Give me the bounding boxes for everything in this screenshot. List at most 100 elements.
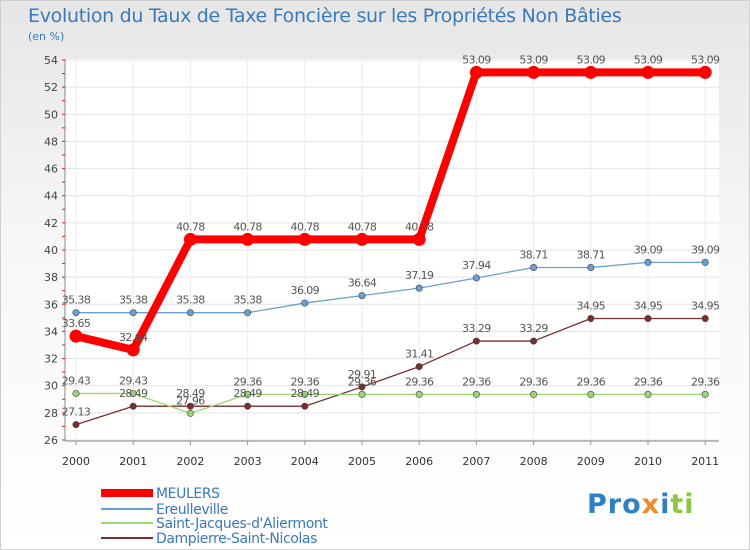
data-label-3: 33.29 xyxy=(462,322,491,335)
data-point-0 xyxy=(412,232,426,246)
data-label-2: 29.43 xyxy=(62,374,91,387)
data-label-0: 33.65 xyxy=(62,317,91,330)
data-point-3 xyxy=(530,337,538,345)
data-label-1: 36.09 xyxy=(291,284,320,297)
data-label-1: 39.09 xyxy=(691,243,720,256)
x-tick-label: 2003 xyxy=(234,455,262,468)
data-point-2 xyxy=(530,390,538,398)
logo-part-2: x xyxy=(641,489,661,520)
y-tick-label: 34 xyxy=(44,325,58,338)
y-tick-label: 26 xyxy=(44,434,58,447)
data-point-1 xyxy=(244,309,252,317)
data-point-2 xyxy=(129,389,137,397)
x-tick-label: 2002 xyxy=(176,455,204,468)
data-point-1 xyxy=(415,284,423,292)
y-tick-label: 32 xyxy=(44,353,58,366)
legend-label: MEULERS xyxy=(156,486,220,502)
data-point-1 xyxy=(186,309,194,317)
data-label-0: 40.78 xyxy=(348,220,377,233)
data-point-3 xyxy=(701,315,709,323)
data-point-3 xyxy=(415,363,423,371)
data-label-2: 29.36 xyxy=(462,375,491,388)
unit-label: (en %) xyxy=(28,30,65,43)
y-tick-label: 54 xyxy=(44,54,58,67)
series-line-1 xyxy=(75,261,706,314)
x-tick-label: 2009 xyxy=(577,455,605,468)
x-tick-label: 2007 xyxy=(462,455,490,468)
logo-part-3: i xyxy=(660,489,671,520)
data-label-2: 29.43 xyxy=(119,374,148,387)
data-label-1: 35.38 xyxy=(119,294,148,307)
data-label-0: 53.09 xyxy=(577,53,606,66)
data-point-3 xyxy=(244,402,252,410)
data-point-1 xyxy=(129,309,137,317)
data-point-3 xyxy=(301,402,309,410)
legend-label: Saint-Jacques-d'Aliermont xyxy=(156,516,328,532)
data-label-1: 37.94 xyxy=(462,259,491,272)
data-point-2 xyxy=(244,390,252,398)
y-tick-label: 44 xyxy=(44,190,58,203)
data-point-3 xyxy=(358,383,366,391)
data-point-1 xyxy=(301,299,309,307)
legend-label: Dampierre-Saint-Nicolas xyxy=(156,531,317,547)
data-point-2 xyxy=(415,390,423,398)
data-label-0: 53.09 xyxy=(462,53,491,66)
y-tick-label: 38 xyxy=(44,271,58,284)
x-tick-label: 2001 xyxy=(119,455,147,468)
data-label-1: 39.09 xyxy=(634,243,663,256)
data-label-3: 28.49 xyxy=(233,387,262,400)
logo-part-4: ti xyxy=(670,489,695,520)
data-point-2 xyxy=(472,390,480,398)
data-label-2: 29.36 xyxy=(291,375,320,388)
data-label-2: 27.96 xyxy=(176,394,205,407)
data-point-0 xyxy=(527,65,541,79)
data-point-0 xyxy=(69,329,83,343)
data-label-3: 28.49 xyxy=(119,387,148,400)
data-point-0 xyxy=(355,232,369,246)
data-point-1 xyxy=(587,264,595,272)
data-label-2: 29.36 xyxy=(405,375,434,388)
data-point-2 xyxy=(701,390,709,398)
y-tick-label: 40 xyxy=(44,244,58,257)
data-label-0: 40.78 xyxy=(291,220,320,233)
data-label-0: 40.78 xyxy=(233,220,262,233)
data-label-1: 35.38 xyxy=(233,294,262,307)
data-point-0 xyxy=(584,65,598,79)
data-label-3: 27.13 xyxy=(62,406,91,419)
x-tick-label: 2005 xyxy=(348,455,376,468)
data-point-2 xyxy=(72,389,80,397)
data-label-0: 53.09 xyxy=(691,53,720,66)
data-label-1: 35.38 xyxy=(62,294,91,307)
data-point-1 xyxy=(530,264,538,272)
data-label-1: 37.19 xyxy=(405,269,434,282)
data-point-2 xyxy=(644,390,652,398)
chart-title: Evolution du Taux de Taxe Foncière sur l… xyxy=(28,5,622,27)
logo-part-1: Pro xyxy=(587,489,642,520)
data-point-3 xyxy=(587,315,595,323)
x-tick-label: 2004 xyxy=(291,455,319,468)
x-tick-label: 2011 xyxy=(691,455,719,468)
data-point-2 xyxy=(301,390,309,398)
data-point-0 xyxy=(641,65,655,79)
data-label-3: 31.41 xyxy=(405,348,434,361)
data-label-0: 53.09 xyxy=(519,53,548,66)
data-label-3: 33.29 xyxy=(519,322,548,335)
data-point-1 xyxy=(72,309,80,317)
data-point-3 xyxy=(72,421,80,429)
data-label-0: 40.78 xyxy=(176,220,205,233)
data-point-2 xyxy=(358,390,366,398)
y-tick-label: 28 xyxy=(44,407,58,420)
data-point-1 xyxy=(358,292,366,300)
series-line-0 xyxy=(72,68,710,354)
legend-label: Ereulleville xyxy=(156,502,228,518)
proxiti-logo: Proxiti xyxy=(587,489,695,520)
data-label-2: 29.36 xyxy=(577,375,606,388)
data-point-0 xyxy=(183,232,197,246)
data-label-3: 34.95 xyxy=(577,300,606,313)
y-tick-label: 30 xyxy=(44,380,58,393)
y-tick-label: 48 xyxy=(44,135,58,148)
data-point-2 xyxy=(186,409,194,417)
data-point-1 xyxy=(701,258,709,266)
